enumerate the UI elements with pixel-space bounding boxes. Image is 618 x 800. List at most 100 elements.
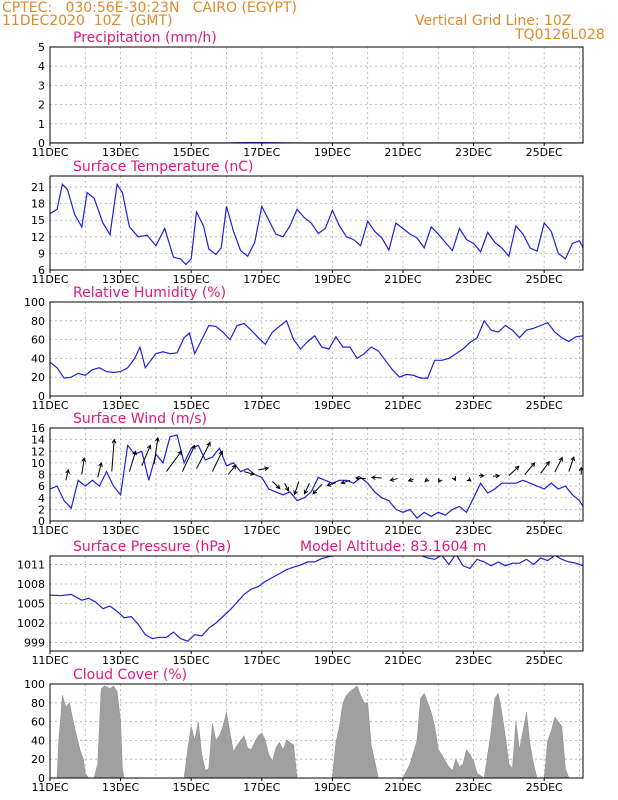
- precip-xtick: 23DEC: [455, 146, 492, 159]
- wind-arrow-head: [389, 477, 395, 482]
- precip-ytick: 0: [38, 137, 45, 150]
- rh-xtick: 15DEC: [173, 399, 210, 412]
- precip-xtick: 13DEC: [102, 146, 139, 159]
- rh-xtick: 25DEC: [526, 399, 563, 412]
- precip-ytick: 5: [38, 41, 45, 54]
- wind-arrow-head: [111, 438, 117, 444]
- cloud-ytick: 20: [31, 753, 45, 766]
- temp-xtick: 15DEC: [173, 273, 210, 286]
- wind-xtick: 23DEC: [455, 524, 492, 537]
- cloud-ytick: 0: [38, 772, 45, 785]
- wind-arrow: [81, 458, 85, 475]
- temp-xtick: 23DEC: [455, 273, 492, 286]
- wind-ytick: 8: [38, 469, 45, 482]
- temp-xtick: 25DEC: [526, 273, 563, 286]
- pressure-xtick: 25DEC: [526, 654, 563, 667]
- wind-arrow: [141, 445, 151, 466]
- wind-arrow-head: [438, 478, 443, 484]
- rh-ytick: 40: [31, 352, 45, 365]
- wind-arrow-head: [146, 444, 152, 450]
- wind-arrow-head: [326, 482, 332, 487]
- cloud-ytick: 60: [31, 716, 45, 729]
- wind-arrow: [211, 451, 223, 472]
- rh-xtick: 23DEC: [455, 399, 492, 412]
- pressure-xtick: 13DEC: [102, 654, 139, 667]
- temp-ytick: 6: [38, 264, 45, 277]
- pressure-ytick: 999: [24, 637, 45, 650]
- cloud-ytick: 80: [31, 697, 45, 710]
- wind-arrow: [258, 467, 269, 471]
- rh-ytick: 20: [31, 371, 45, 384]
- cloud-ytick: 40: [31, 734, 45, 747]
- wind-ytick: 14: [31, 434, 45, 447]
- wind-arrow-head: [514, 465, 520, 471]
- temp-xtick: 21DEC: [384, 273, 421, 286]
- rh-xtick: 19DEC: [314, 399, 351, 412]
- wind-arrow-head: [264, 466, 270, 471]
- temp-xtick: 13DEC: [102, 273, 139, 286]
- precip-xtick: 21DEC: [384, 146, 421, 159]
- temp-title: Surface Temperature (nC): [73, 159, 254, 175]
- wind-arrow-head: [466, 477, 472, 482]
- wind-arrow: [341, 479, 351, 484]
- wind-ytick: 0: [38, 515, 45, 528]
- header-station: CPTEC: 030:56E-30:23N CAIRO (EGYPT): [2, 0, 297, 16]
- wind-xtick: 21DEC: [384, 524, 421, 537]
- cloud-xtick: 23DEC: [455, 781, 492, 794]
- precip-title: Precipitation (mm/h): [73, 30, 217, 46]
- header-grid-note: Vertical Grid Line: 10Z: [415, 13, 572, 29]
- wind-ytick: 4: [38, 492, 45, 505]
- wind-line: [50, 434, 583, 519]
- cloud-title: Cloud Cover (%): [73, 667, 187, 683]
- wind-arrow-head: [284, 486, 290, 492]
- header-date: 11DEC2020 10Z (GMT): [2, 13, 173, 29]
- wind-frame: [49, 427, 584, 522]
- wind-arrow: [371, 476, 382, 479]
- wind-arrow: [128, 451, 137, 472]
- pressure-ytick: 1008: [17, 578, 45, 591]
- cloud-frame: [49, 683, 584, 779]
- wind-arrow-head: [98, 461, 103, 467]
- temp-xtick: 17DEC: [243, 273, 280, 286]
- rh-ytick: 100: [24, 296, 45, 309]
- wind-arrow-head: [65, 468, 70, 474]
- wind-arrow: [243, 471, 255, 475]
- wind-arrow-head: [312, 489, 318, 495]
- wind-arrow-head: [249, 471, 256, 476]
- rh-ytick: 60: [31, 334, 45, 347]
- wind-arrow-head: [354, 475, 360, 481]
- wind-arrow: [508, 465, 520, 477]
- temp-ytick: 12: [31, 231, 45, 244]
- precip-ytick: 2: [38, 99, 45, 112]
- wind-arrow: [181, 445, 196, 472]
- wind-ytick: 10: [31, 457, 45, 470]
- wind-arrow-head: [451, 476, 456, 482]
- wind-arrow-head: [407, 477, 413, 482]
- wind-arrow-head: [370, 475, 376, 480]
- wind-arrow: [390, 478, 398, 481]
- temp-frame: [49, 175, 584, 271]
- pressure-frame: [49, 555, 584, 652]
- wind-xtick: 11DEC: [31, 524, 68, 537]
- wind-arrow-head: [340, 479, 346, 485]
- rh-xtick: 11DEC: [31, 399, 68, 412]
- wind-arrow: [65, 469, 69, 481]
- rh-line: [50, 319, 583, 379]
- pressure-ytick: 1002: [17, 617, 45, 630]
- wind-title: Surface Wind (m/s): [73, 411, 207, 427]
- temp-ytick: 21: [31, 181, 45, 194]
- wind-arrow-head: [177, 450, 182, 456]
- precip-xtick: 11DEC: [31, 146, 68, 159]
- wind-xtick: 19DEC: [314, 524, 351, 537]
- wind-xtick: 15DEC: [173, 524, 210, 537]
- precip-xtick: 19DEC: [314, 146, 351, 159]
- precip-ytick: 1: [38, 118, 45, 131]
- wind-arrow: [327, 482, 337, 487]
- wind-arrow-head: [530, 462, 536, 467]
- rh-ytick: 80: [31, 315, 45, 328]
- wind-arrow: [227, 464, 237, 475]
- wind-ytick: 12: [31, 445, 45, 458]
- cloud-ytick: 100: [24, 678, 45, 691]
- wind-arrow-head: [81, 457, 87, 463]
- cloud-xtick: 25DEC: [526, 781, 563, 794]
